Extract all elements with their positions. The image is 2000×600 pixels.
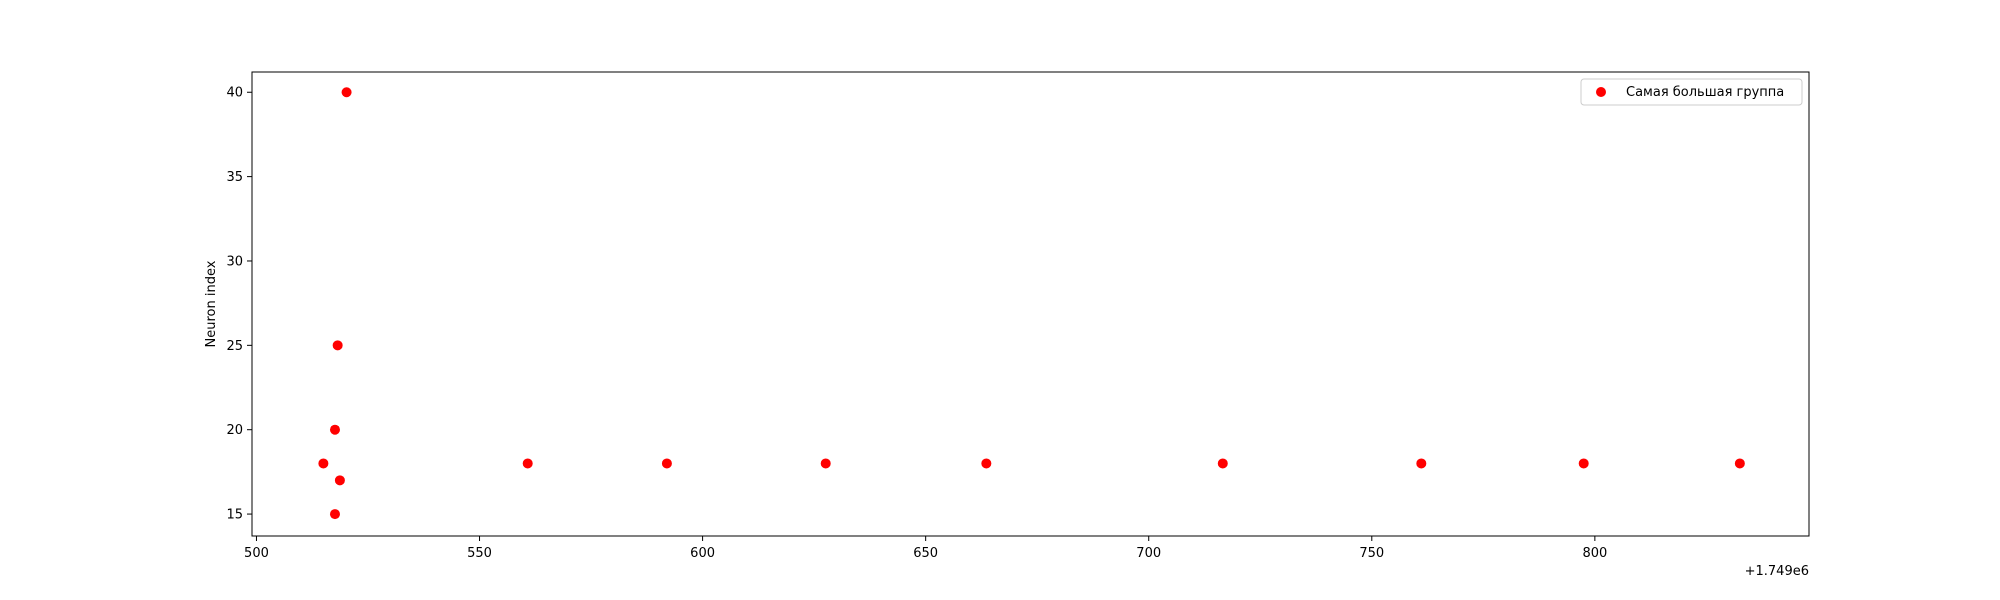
x-axis-ticks: 500 550 600 650 700 750 800 xyxy=(244,536,1607,561)
data-point xyxy=(1578,458,1589,469)
y-axis-ticks: 15 20 25 30 35 40 xyxy=(226,86,252,523)
x-tick-label: 650 xyxy=(913,546,938,561)
data-point xyxy=(334,475,345,486)
data-point xyxy=(1217,458,1228,469)
data-point xyxy=(1416,458,1427,469)
x-tick-label: 550 xyxy=(467,546,492,561)
y-tick-label: 35 xyxy=(226,170,243,185)
data-points xyxy=(318,87,1745,520)
data-point xyxy=(329,509,340,520)
x-tick-label: 500 xyxy=(244,546,269,561)
data-point xyxy=(820,458,831,469)
x-tick-label: 700 xyxy=(1136,546,1161,561)
legend: Самая большая группа xyxy=(1580,78,1803,106)
data-point xyxy=(981,458,992,469)
legend-box xyxy=(1580,78,1803,106)
legend-marker xyxy=(1596,87,1606,97)
x-tick-label: 800 xyxy=(1582,546,1607,561)
plot-area-frame xyxy=(251,71,1810,537)
x-tick-label: 750 xyxy=(1359,546,1384,561)
y-tick-label: 25 xyxy=(226,339,243,354)
y-tick-label: 30 xyxy=(226,254,243,269)
data-point xyxy=(522,458,533,469)
data-point xyxy=(341,87,352,98)
data-point xyxy=(318,458,329,469)
y-tick-label: 15 xyxy=(226,508,243,523)
data-point xyxy=(1734,458,1745,469)
legend-label: Самая большая группа xyxy=(1626,85,1784,100)
x-offset-label: +1.749e6 xyxy=(1745,564,1809,579)
data-point xyxy=(661,458,672,469)
y-tick-label: 40 xyxy=(226,86,243,101)
data-point xyxy=(332,340,343,351)
y-tick-label: 20 xyxy=(226,423,243,438)
y-axis-label: Neuron index xyxy=(204,260,219,347)
x-tick-label: 600 xyxy=(690,546,715,561)
data-point xyxy=(329,424,340,435)
